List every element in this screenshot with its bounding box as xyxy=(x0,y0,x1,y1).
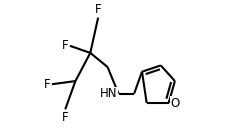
Text: F: F xyxy=(62,39,68,52)
Text: O: O xyxy=(170,97,180,110)
Text: F: F xyxy=(44,78,50,91)
Text: F: F xyxy=(42,78,50,91)
Text: F: F xyxy=(95,3,101,16)
Text: O: O xyxy=(170,97,179,110)
Text: F: F xyxy=(61,111,69,124)
Text: HN: HN xyxy=(98,87,118,100)
Text: F: F xyxy=(62,111,68,124)
Text: F: F xyxy=(94,3,102,16)
Text: F: F xyxy=(60,39,68,52)
Text: HN: HN xyxy=(100,87,118,100)
